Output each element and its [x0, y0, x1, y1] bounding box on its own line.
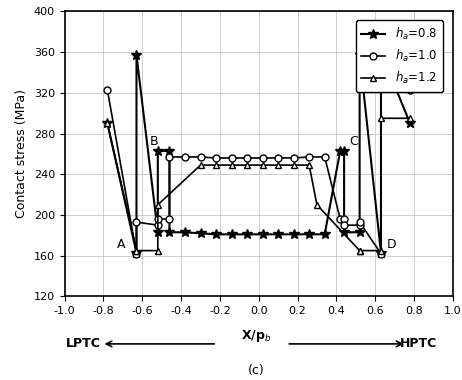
Y-axis label: Contact stress (MPa): Contact stress (MPa)	[15, 89, 28, 218]
Text: D: D	[387, 238, 396, 251]
Text: B: B	[150, 135, 158, 148]
Text: LPTC: LPTC	[66, 337, 101, 350]
Text: HPTC: HPTC	[400, 337, 437, 350]
Text: A: A	[117, 238, 126, 251]
Legend: $h_a$=0.8, $h_a$=1.0, $h_a$=1.2: $h_a$=0.8, $h_a$=1.0, $h_a$=1.2	[356, 20, 443, 92]
Text: (c): (c)	[248, 364, 265, 377]
Text: X/p$_b$: X/p$_b$	[241, 328, 272, 344]
Text: C: C	[350, 135, 359, 148]
